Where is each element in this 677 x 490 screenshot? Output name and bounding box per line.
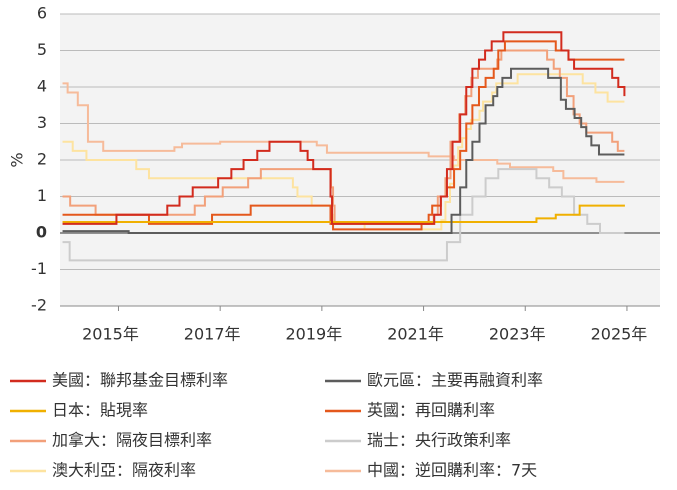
y-tick-label: -2 (31, 296, 47, 315)
y-tick-label: 2 (37, 150, 47, 169)
legend-label: 英國：再回購利率 (367, 401, 495, 420)
y-tick-label: 4 (37, 77, 47, 96)
y-tick-label: 0 (36, 223, 47, 242)
x-tick-label: 2015年 (82, 325, 139, 344)
series-line (62, 204, 625, 224)
legend-label: 歐元區：主要再融資利率 (367, 371, 543, 390)
series-line (62, 73, 625, 231)
series-line (62, 168, 625, 262)
series-line (62, 40, 625, 231)
legend-label: 日本：貼現率 (52, 401, 148, 420)
x-tick-label: 2023年 (489, 325, 546, 344)
series-line (62, 49, 625, 225)
y-tick-label: 5 (37, 40, 47, 59)
series-line (62, 82, 625, 183)
y-tick-label: 1 (37, 186, 47, 205)
legend-label: 加拿大：隔夜目標利率 (52, 431, 212, 450)
y-tick-label: 6 (37, 4, 47, 23)
y-tick-label: -1 (31, 259, 47, 278)
y-axis-label: % (8, 152, 27, 167)
legend-label: 中國：逆回購利率：7天 (367, 461, 537, 480)
x-tick-label: 2019年 (285, 325, 342, 344)
x-tick-label: 2017年 (184, 325, 241, 344)
legend-label: 澳大利亞：隔夜利率 (52, 461, 196, 480)
y-tick-label: 3 (37, 113, 47, 132)
legend-label: 美國：聯邦基金目標利率 (52, 371, 228, 390)
x-tick-label: 2025年 (591, 325, 648, 344)
series-line (62, 67, 625, 234)
legend-label: 瑞士：央行政策利率 (367, 431, 511, 450)
series-line (62, 31, 626, 225)
x-tick-label: 2021年 (387, 325, 444, 344)
